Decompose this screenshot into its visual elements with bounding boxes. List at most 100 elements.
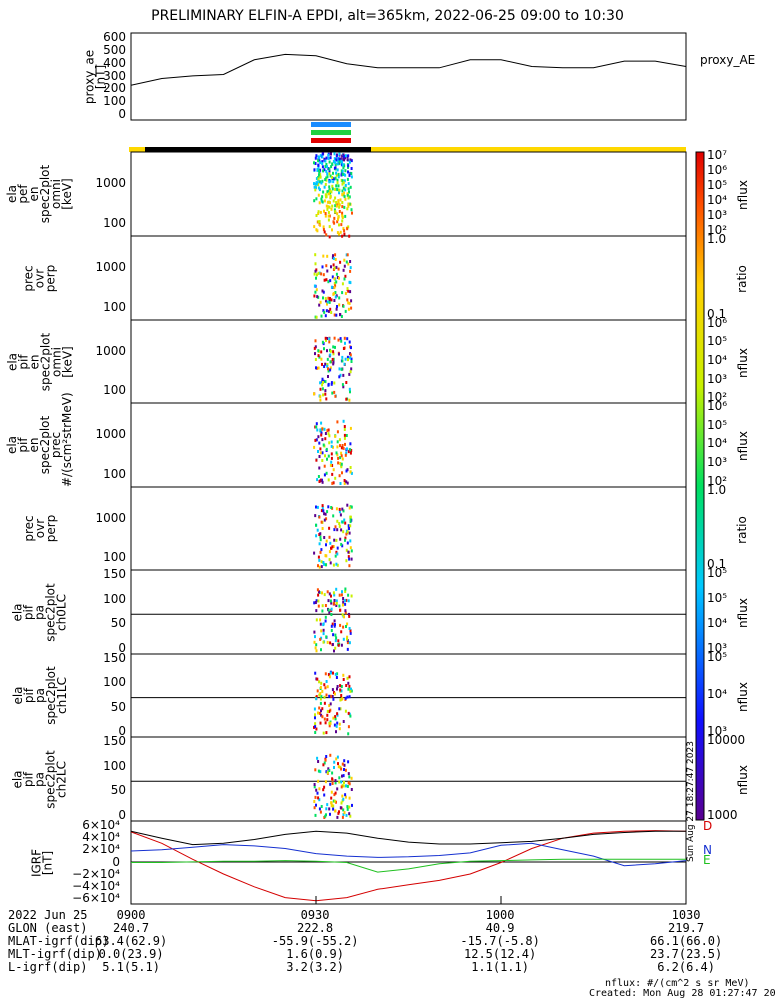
spec-pixel (340, 339, 343, 343)
spec-pixel (350, 687, 352, 691)
spec-pixel (332, 345, 335, 349)
spec-pixel (322, 381, 324, 384)
spec-pixel (348, 301, 351, 305)
spec-pixel (346, 355, 349, 359)
spec-pixel (333, 390, 336, 394)
spec-pixel (334, 394, 337, 398)
spec-pixel (349, 158, 352, 162)
spec-pixel (348, 557, 351, 561)
footer-row-value: 1030 (671, 908, 701, 922)
spec-pixel (322, 273, 325, 277)
spec-pixel (324, 780, 327, 784)
spec-pixel (329, 541, 332, 545)
spec-pixel (335, 280, 338, 284)
spec-pixel (315, 803, 317, 807)
spec-pixel (339, 513, 342, 517)
spec-pixel (314, 671, 317, 675)
spec-pixel (315, 154, 318, 158)
ytick-label: 100 (103, 300, 126, 315)
colorbar-tick-label: 10000 (707, 732, 746, 747)
spec-pixel (330, 152, 332, 156)
spec-pixel (338, 810, 340, 814)
spec-pixel (322, 254, 325, 258)
spec-pixel (342, 530, 345, 534)
spec-pixel (321, 362, 323, 366)
spec-pixel (328, 704, 331, 708)
spec-pixel (319, 637, 322, 641)
spec-pixel (327, 673, 330, 677)
colorbar-tick-label: 1.0 (707, 231, 727, 246)
spec-pixel (335, 562, 338, 566)
ytick-label: 100 (103, 383, 126, 398)
spec-pixel (335, 272, 338, 276)
spec-pixel (347, 358, 349, 362)
spec-pixel (346, 676, 349, 680)
spec-pixel (313, 225, 316, 229)
spec-pixel (350, 172, 353, 175)
spec-pixel (327, 478, 330, 482)
spec-panel-frame-8 (130, 736, 687, 822)
spec-pixel (319, 810, 322, 814)
spec-pixel (321, 162, 324, 166)
spec-pixel (320, 181, 323, 185)
spec-pixel (346, 337, 349, 341)
colorbar-tick-label: 10⁴ (707, 193, 728, 208)
spec-pixel (337, 765, 340, 769)
spec-pixel (313, 161, 315, 165)
spec-pixel (319, 721, 322, 725)
spec-pixel (317, 779, 320, 783)
spec-pixel (318, 558, 321, 562)
spec-pixel (340, 223, 343, 227)
colorbar-name: nflux (735, 347, 750, 378)
spec-pixel (320, 431, 323, 435)
footer-row-value: 23.7(23.5) (650, 947, 723, 961)
colorbar-name: ratio (734, 265, 749, 293)
spec-pixel (319, 173, 322, 177)
spec-pixel (330, 444, 333, 448)
spec-pixel (347, 550, 350, 554)
spec-pixel (340, 780, 343, 784)
spec-pixel (330, 804, 333, 807)
spec-pixel (318, 220, 321, 224)
spec-pixel (318, 515, 321, 519)
spec-pixel (346, 503, 349, 507)
colorbar-tick-label: 10² (707, 223, 728, 238)
spec-pixel (332, 362, 335, 366)
spec-pixel (324, 615, 327, 619)
spec-pixel (326, 175, 329, 179)
spec-pixel (327, 157, 330, 160)
spec-pixel (330, 311, 333, 314)
spec-pixel (337, 199, 340, 203)
spec-pixel (346, 481, 349, 485)
ae-line (130, 53, 687, 86)
spec-pixel (314, 358, 317, 361)
spec-pixel (347, 307, 350, 311)
footer-row-label: 2022 Jun 25 (8, 908, 88, 922)
colorbar-tick-label: 0.1 (707, 307, 727, 322)
spec-pixel (335, 171, 338, 175)
quality-bar-blue (311, 122, 351, 127)
spec-pixel (336, 453, 339, 457)
spec-pixel (334, 791, 337, 795)
footer-row-value: 0930 (300, 908, 330, 922)
spec-pixel (333, 793, 336, 797)
spec-pixel (348, 612, 350, 616)
ytick-label: 100 (103, 94, 126, 109)
spec-pixel (349, 353, 352, 357)
spec-pixel (344, 156, 347, 160)
spec-pixel (320, 357, 323, 361)
spec-pixel (323, 793, 326, 797)
footer-row-value: 5.1(5.1) (102, 960, 160, 974)
spec-pixel (325, 156, 328, 160)
spec-pixel (326, 640, 329, 644)
spec-pixel (325, 680, 328, 683)
spec-pixel (322, 788, 325, 792)
spec-pixel (314, 339, 317, 343)
spec-pixel (325, 338, 327, 342)
spec-pixel (344, 357, 347, 361)
colorbar-tick-label: 10³ (707, 208, 728, 223)
ytick-label: 400 (103, 55, 126, 70)
spec-pixel (340, 542, 343, 546)
spec-pixel (319, 300, 322, 304)
spec-pixel (318, 706, 321, 710)
